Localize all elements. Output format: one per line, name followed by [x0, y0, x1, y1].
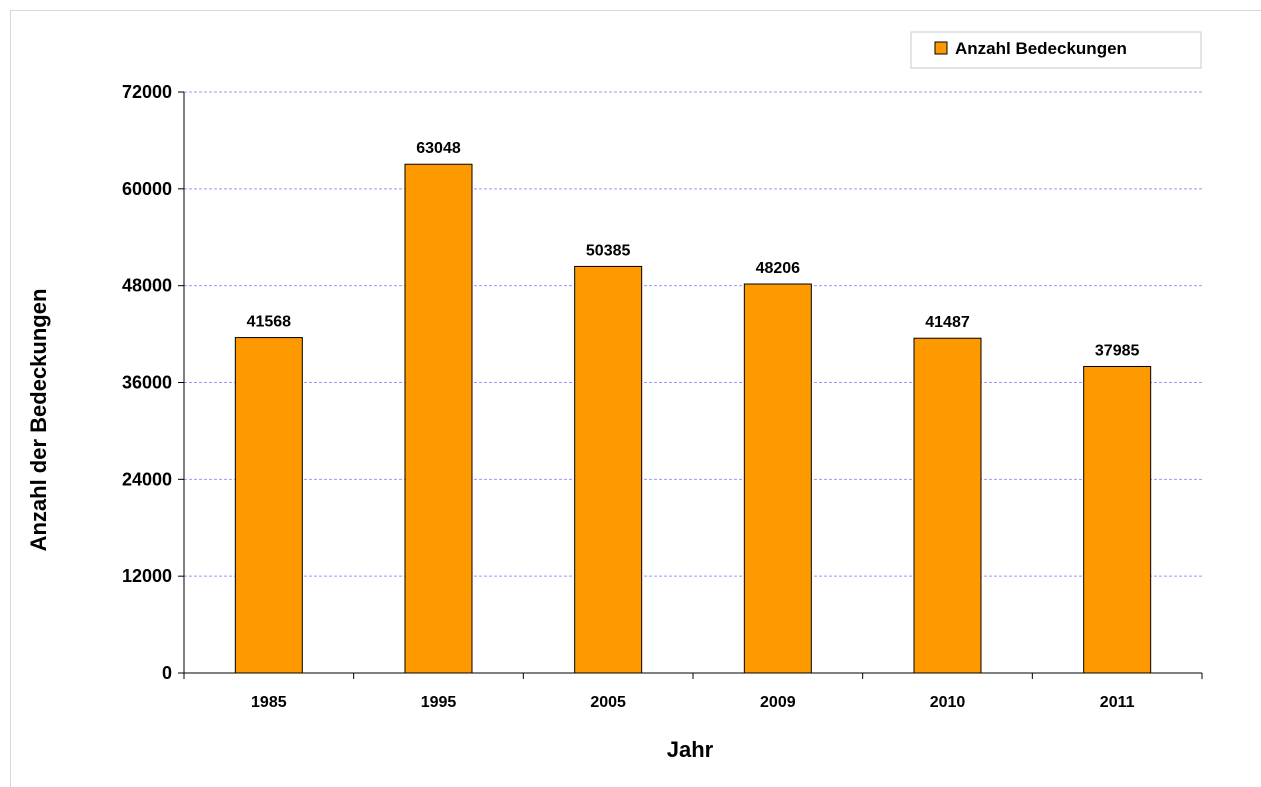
x-tick-label: 2005: [590, 694, 626, 711]
data-label: 37985: [1095, 342, 1140, 359]
legend-label: Anzahl Bedeckungen: [955, 39, 1127, 58]
x-tick-label: 2009: [760, 694, 796, 711]
y-axis-title: Anzahl der Bedeckungen: [26, 289, 51, 552]
x-tick-label: 2011: [1100, 694, 1135, 711]
bars: [234, 163, 1152, 674]
x-tick-label: 2010: [930, 694, 966, 711]
legend-box: [910, 31, 1202, 69]
y-tick-label: 24000: [122, 469, 172, 489]
data-label: 50385: [586, 242, 631, 259]
legend: Anzahl Bedeckungen: [910, 31, 1202, 69]
data-label: 63048: [416, 140, 461, 157]
y-tick-label: 0: [162, 663, 172, 683]
y-tick-label: 12000: [122, 566, 172, 586]
bar-2011: [1083, 365, 1152, 674]
x-axis-title: Jahr: [667, 737, 714, 762]
bar-2005: [574, 265, 643, 674]
y-tick-label: 36000: [122, 373, 172, 393]
bar-2010: [913, 337, 982, 674]
grid-lines: [184, 91, 1202, 577]
data-label: 48206: [756, 260, 801, 277]
axes: 0 12000 24000 36000 48000 60000 72000 1985 1995 2…: [122, 82, 1203, 711]
bar-1985: [234, 337, 303, 674]
y-tick-label: 48000: [122, 276, 172, 296]
x-tick-label: 1995: [421, 694, 457, 711]
data-label: 41568: [247, 314, 292, 331]
y-tick-label: 72000: [122, 82, 172, 102]
chart-frame: [10, 10, 1261, 787]
y-tick-label: 60000: [122, 179, 172, 199]
data-label: 41487: [925, 314, 970, 331]
x-tick-label: 1985: [251, 694, 287, 711]
data-labels: 41568 63048 50385 48206 41487 37985: [247, 140, 1140, 359]
legend-swatch: [934, 41, 948, 55]
bar-1995: [404, 163, 473, 674]
bar-2009: [743, 283, 812, 674]
